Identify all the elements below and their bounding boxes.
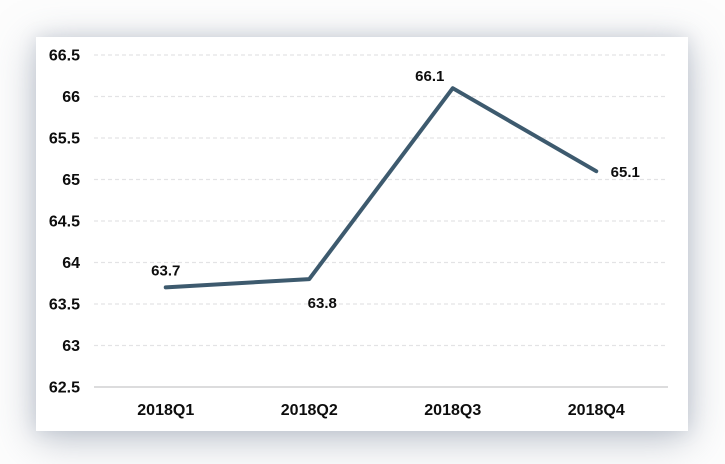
y-tick-label: 64.5 [49, 214, 80, 231]
y-tick-label: 62.5 [49, 380, 80, 397]
data-point-label: 65.1 [611, 164, 640, 181]
y-tick-label: 63 [62, 338, 80, 355]
data-point-label: 63.8 [308, 295, 337, 312]
y-tick-label: 65 [62, 172, 80, 189]
x-tick-label: 2018Q3 [424, 402, 481, 419]
y-tick-label: 63.5 [49, 297, 80, 314]
chart-card: 62.5 63 63.5 64 64.5 65 65.5 66 66.5 2018Q1 2018Q2… [36, 37, 688, 431]
data-point-label: 66.1 [415, 68, 444, 85]
y-tick-label: 66 [62, 89, 80, 106]
y-tick-label: 65.5 [49, 131, 80, 148]
x-tick-label: 2018Q4 [568, 402, 625, 419]
data-series-line [163, 86, 599, 290]
x-tick-label: 2018Q1 [137, 402, 194, 419]
data-point-label: 63.7 [151, 262, 180, 279]
y-tick-label: 64 [62, 255, 80, 272]
x-tick-label: 2018Q2 [281, 402, 338, 419]
y-tick-label: 66.5 [49, 48, 80, 65]
line-chart: 62.5 63 63.5 64 64.5 65 65.5 66 66.5 2018Q1 2018Q2… [49, 48, 668, 419]
